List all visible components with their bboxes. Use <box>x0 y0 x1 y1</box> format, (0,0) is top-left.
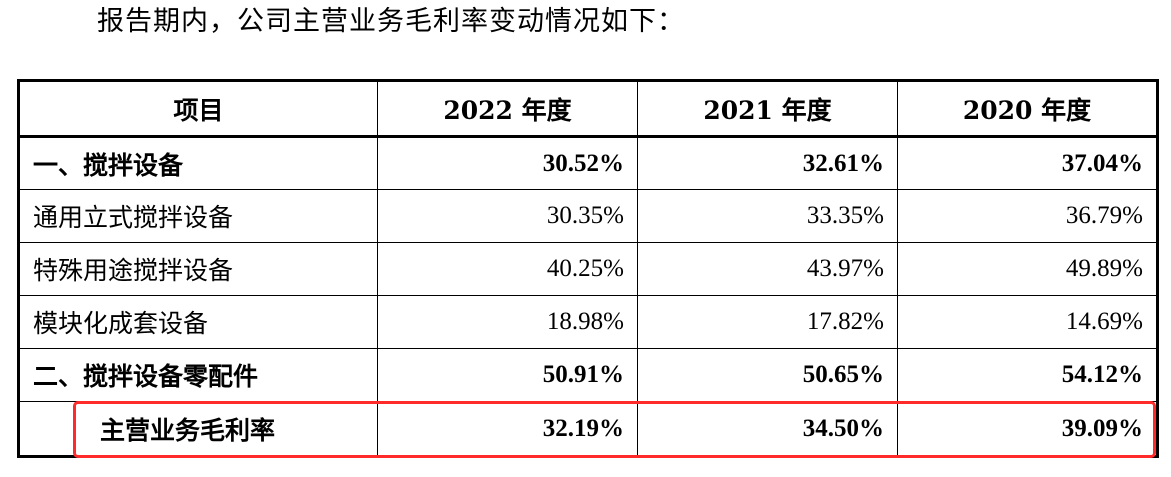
table-row-mixing-equipment: 一、搅拌设备 30.52% 32.61% 37.04% <box>18 136 1158 190</box>
row-label: 主营业务毛利率 <box>18 401 378 457</box>
value-2022: 40.25% <box>377 242 638 296</box>
table-row-special-purpose: 特殊用途搅拌设备 40.25% 43.97% 49.89% <box>18 242 1158 296</box>
row-label: 特殊用途搅拌设备 <box>18 242 378 296</box>
table-row-modular-sets: 模块化成套设备 18.98% 17.82% 14.69% <box>18 295 1158 349</box>
table-row-total-gross-margin: 主营业务毛利率 32.19% 34.50% 39.09% <box>18 401 1158 457</box>
value-2021: 32.61% <box>637 136 898 190</box>
intro-paragraph: 报告期内，公司主营业务毛利率变动情况如下： <box>97 6 685 37</box>
value-2022: 30.52% <box>377 136 638 190</box>
value-2021: 17.82% <box>637 295 898 349</box>
row-label: 一、搅拌设备 <box>18 136 378 190</box>
header-2020: 2020 年度 <box>897 80 1158 138</box>
value-2020: 37.04% <box>897 136 1158 190</box>
value-2020: 54.12% <box>897 348 1158 402</box>
value-2021: 34.50% <box>637 401 898 457</box>
value-2020: 36.79% <box>897 189 1158 243</box>
value-2022: 32.19% <box>377 401 638 457</box>
table-row-spare-parts: 二、搅拌设备零配件 50.91% 50.65% 54.12% <box>18 348 1158 402</box>
value-2022: 50.91% <box>377 348 638 402</box>
value-2021: 33.35% <box>637 189 898 243</box>
value-2022: 30.35% <box>377 189 638 243</box>
row-label: 二、搅拌设备零配件 <box>18 348 378 402</box>
row-label: 通用立式搅拌设备 <box>18 189 378 243</box>
header-2022: 2022 年度 <box>377 80 638 138</box>
table-row-general-vertical: 通用立式搅拌设备 30.35% 33.35% 36.79% <box>18 189 1158 243</box>
value-2020: 39.09% <box>897 401 1158 457</box>
value-2020: 14.69% <box>897 295 1158 349</box>
value-2021: 43.97% <box>637 242 898 296</box>
value-2020: 49.89% <box>897 242 1158 296</box>
value-2021: 50.65% <box>637 348 898 402</box>
gross-margin-table: 项目 2022 年度 2021 年度 2020 年度 一、搅拌设备 30.52%… <box>17 79 1159 458</box>
table-header-row: 项目 2022 年度 2021 年度 2020 年度 <box>18 80 1158 138</box>
header-item: 项目 <box>18 80 378 138</box>
value-2022: 18.98% <box>377 295 638 349</box>
row-label: 模块化成套设备 <box>18 295 378 349</box>
header-2021: 2021 年度 <box>637 80 898 138</box>
